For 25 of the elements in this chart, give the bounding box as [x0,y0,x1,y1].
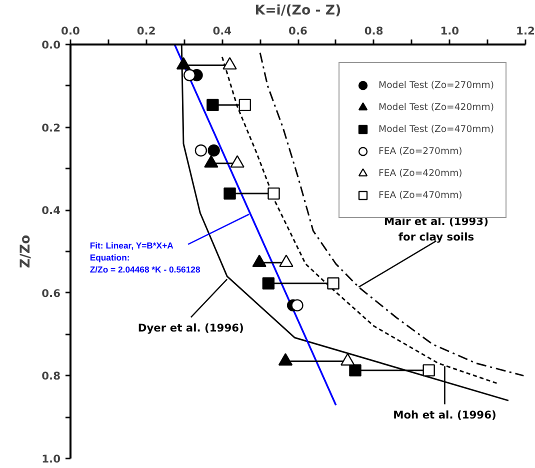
legend-label: Model Test (Zo=270mm) [378,78,494,92]
legend-label: FEA (Zo=420mm) [378,166,462,180]
annotation: Dyer et al. (1996) [138,321,244,334]
y-tick-label: 0.0 [42,38,61,52]
y-tick-label: 0.2 [42,121,61,134]
x-tick-label: 0.2 [136,24,156,38]
annotation: Moh et al. (1996) [393,408,496,422]
annotation: Mair et al. (1993) for clay soils [384,214,488,244]
y-tick-label: 0.6 [42,286,61,300]
x-tick-label: 1.0 [440,24,460,38]
annotation: Fit: Linear, Y=B*X+A Equation: Z/Zo = 2.04468 *K - 0.56128 [90,240,200,274]
x-tick-label: 0.8 [364,24,384,38]
x-tick-label: 0.4 [212,24,232,38]
x-tick-label: 0.6 [288,24,308,38]
x-tick-label: 1.2 [516,24,535,38]
x-axis-title: K=i/(Zo - Z) [254,4,342,18]
y-axis-title: Z/Zo [18,234,34,268]
y-tick-label: 1.0 [42,452,61,466]
legend-label: FEA (Zo=270mm) [378,144,462,158]
legend-label: FEA (Zo=470mm) [378,188,462,202]
y-tick-label: 0.8 [42,370,61,383]
legend-label: Model Test (Zo=420mm) [378,100,494,114]
legend-label: Model Test (Zo=470mm) [378,122,494,136]
y-tick-label: 0.4 [42,204,61,218]
x-tick-label: 0.0 [61,24,80,38]
